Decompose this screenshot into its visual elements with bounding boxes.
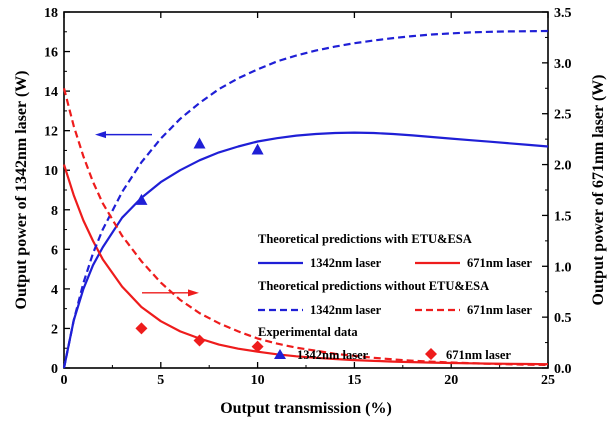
y-left-tick-label: 2 [51, 322, 58, 337]
legend: Theoretical predictions with ETU&ESA 134… [258, 232, 532, 362]
y-right-tick-label: 0.5 [554, 311, 572, 326]
legend-marker-triangle [274, 349, 286, 359]
data-point-triangle [193, 137, 206, 149]
data-point-diamond [193, 334, 206, 347]
y-left-tick-label: 10 [44, 164, 58, 179]
y-left-tick-label: 6 [51, 243, 58, 258]
data-point-diamond [135, 322, 148, 335]
y-right-tick-label: 3.0 [554, 57, 572, 72]
data-point-diamond [251, 340, 264, 353]
y-right-tick-label: 2.5 [554, 108, 572, 123]
legend-label-671-with: 671nm laser [467, 256, 532, 270]
arrow-head-left [95, 131, 106, 139]
marker-layer [135, 137, 264, 353]
y-right-tick-label: 1.0 [554, 260, 572, 275]
series-line-3 [62, 88, 549, 366]
y-left-tick-label: 14 [44, 85, 58, 100]
legend-group2-title: Theoretical predictions without ETU&ESA [258, 279, 489, 293]
x-tick-label: 0 [61, 373, 68, 388]
legend-group1-title: Theoretical predictions with ETU&ESA [258, 232, 472, 246]
x-tick-label: 25 [541, 373, 555, 388]
y-left-tick-label: 18 [44, 6, 58, 21]
x-axis-title: Output transmission (%) [220, 400, 392, 417]
legend-group3-title: Experimental data [258, 325, 358, 339]
axes-layer: 0 5 10 15 20 25 0 2 4 6 8 10 12 14 16 18 0.0 0.5 1.0 1.5 2.0… [13, 6, 607, 417]
series-line-0 [62, 131, 549, 369]
y-right-tick-label: 3.5 [554, 6, 572, 21]
arrow-head-right [188, 289, 199, 297]
x-tick-label: 10 [251, 373, 265, 388]
y-left-tick-label: 16 [44, 46, 58, 61]
x-tick-label: 5 [157, 373, 164, 388]
legend-label-1342-exp: 1342nm laser [297, 348, 369, 362]
x-tick-label: 15 [347, 373, 361, 388]
y-left-tick-label: 8 [51, 204, 58, 219]
y-left-tick-label: 12 [44, 125, 58, 140]
annotation-layer [95, 131, 199, 297]
series-line-1 [62, 164, 549, 366]
legend-marker-diamond [425, 348, 437, 360]
y-right-axis-title: Output power of 671nm laser (W) [590, 75, 607, 306]
legend-label-1342-with: 1342nm laser [310, 256, 382, 270]
x-tick-label: 20 [444, 373, 458, 388]
y-left-tick-label: 0 [51, 362, 58, 377]
y-left-axis-title: Output power of 1342nm laser (W) [13, 71, 30, 310]
y-right-tick-label: 1.5 [554, 209, 572, 224]
data-point-triangle [135, 193, 148, 205]
legend-label-1342-without: 1342nm laser [310, 303, 382, 317]
y-right-tick-label: 0.0 [554, 362, 572, 377]
legend-label-671-exp: 671nm laser [446, 348, 511, 362]
series-line-2 [62, 29, 549, 369]
data-point-triangle [251, 143, 264, 155]
y-left-tick-label: 4 [51, 283, 58, 298]
series-layer [62, 29, 549, 369]
legend-label-671-without: 671nm laser [467, 303, 532, 317]
y-right-tick-label: 2.0 [554, 159, 572, 174]
